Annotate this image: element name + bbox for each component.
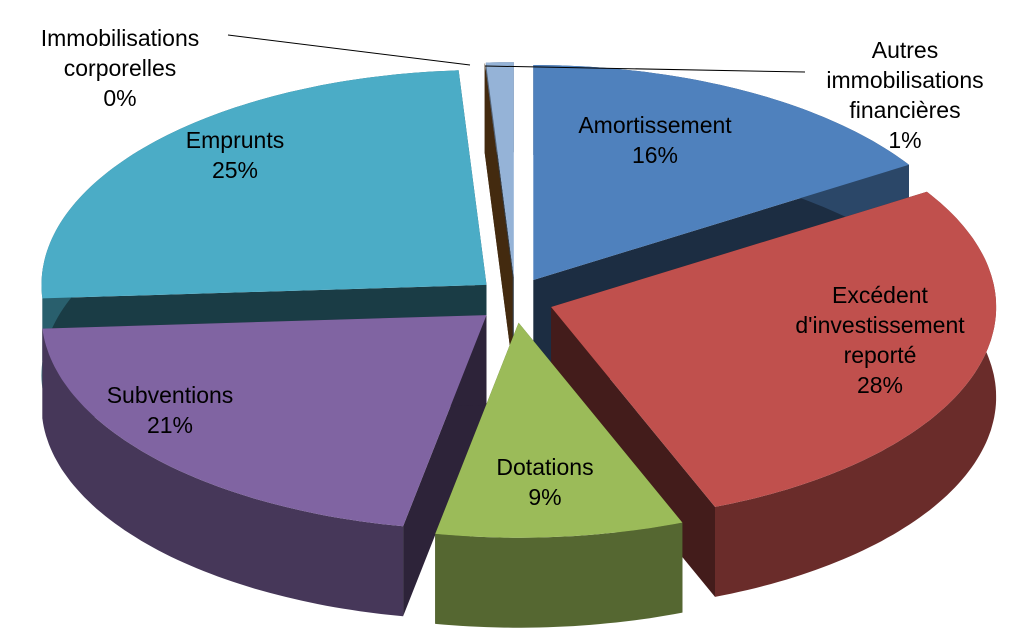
slice (551, 191, 997, 507)
category-label: Autres immobilisations financières (826, 37, 984, 123)
slice (41, 70, 487, 299)
leader-line (227, 34, 471, 66)
data-label: Autres immobilisations financières 1% (795, 35, 1015, 155)
value-label: 21% (146, 412, 194, 438)
category-label: Dotations (496, 454, 594, 480)
value-label: 0% (103, 85, 137, 111)
category-label: Subventions (106, 382, 234, 408)
slice (533, 65, 909, 280)
category-label: Immobilisations corporelles (40, 25, 200, 81)
slice (435, 322, 683, 538)
slice-side (435, 522, 683, 628)
slice-side (715, 191, 997, 597)
data-label: Amortissement 16% (545, 110, 765, 170)
data-label: Excédent d'investissement reporté 28% (765, 280, 995, 400)
category-label: Emprunts (185, 127, 285, 153)
category-label: Excédent d'investissement reporté (795, 282, 965, 368)
slice (42, 315, 487, 527)
leader-line (484, 65, 806, 73)
value-label: 9% (528, 484, 562, 510)
value-label: 1% (888, 127, 922, 153)
slice-side (42, 328, 404, 617)
category-label: Amortissement (578, 112, 732, 138)
value-label: 28% (856, 372, 904, 398)
data-label: Subventions 21% (80, 380, 260, 440)
slice-side (484, 62, 513, 368)
value-label: 25% (211, 157, 259, 183)
slice (485, 62, 514, 278)
value-label: 16% (631, 142, 679, 168)
data-label: Immobilisations corporelles 0% (0, 23, 240, 113)
data-label: Emprunts 25% (155, 125, 315, 185)
data-label: Dotations 9% (465, 452, 625, 512)
